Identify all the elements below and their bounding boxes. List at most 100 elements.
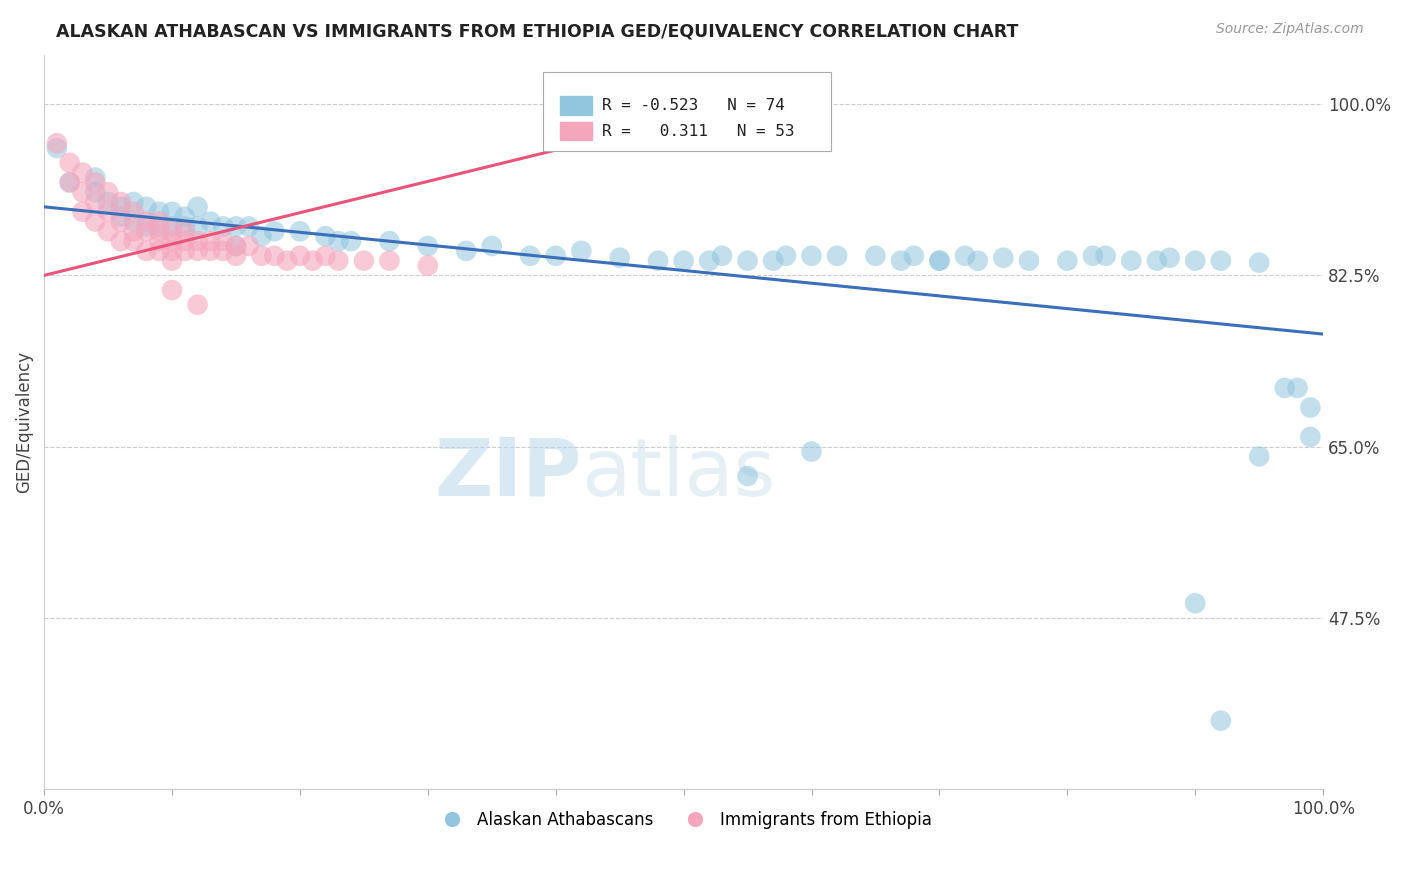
Point	[187, 219, 209, 234]
Point	[72, 185, 94, 199]
Point	[135, 244, 157, 258]
Point	[1146, 253, 1168, 268]
Point	[288, 249, 311, 263]
Point	[122, 204, 145, 219]
Point	[160, 244, 183, 258]
Point	[135, 200, 157, 214]
Point	[340, 234, 363, 248]
Point	[148, 224, 170, 238]
Point	[800, 444, 823, 458]
Point	[1249, 450, 1271, 464]
Point	[160, 204, 183, 219]
Point	[187, 244, 209, 258]
Point	[737, 253, 759, 268]
Point	[135, 224, 157, 238]
Point	[148, 219, 170, 234]
Point	[225, 249, 247, 263]
Point	[481, 239, 503, 253]
Point	[378, 253, 401, 268]
Point	[59, 156, 82, 170]
Point	[1209, 714, 1232, 728]
Point	[135, 214, 157, 228]
Point	[1159, 251, 1181, 265]
Point	[45, 141, 67, 155]
Y-axis label: GED/Equivalency: GED/Equivalency	[15, 351, 32, 493]
Point	[569, 244, 592, 258]
Point	[647, 253, 669, 268]
Point	[122, 214, 145, 228]
Point	[953, 249, 976, 263]
Point	[110, 210, 132, 224]
Point	[890, 253, 912, 268]
Point	[1299, 401, 1322, 415]
Point	[173, 224, 195, 238]
Point	[97, 185, 120, 199]
Point	[84, 175, 107, 189]
Point	[84, 214, 107, 228]
Point	[72, 204, 94, 219]
Point	[697, 253, 720, 268]
Point	[737, 469, 759, 483]
Point	[263, 249, 285, 263]
Point	[1056, 253, 1078, 268]
Point	[250, 249, 273, 263]
Point	[825, 249, 848, 263]
Point	[122, 194, 145, 209]
Point	[212, 234, 235, 248]
Point	[160, 219, 183, 234]
Point	[160, 283, 183, 297]
Point	[993, 251, 1015, 265]
Point	[328, 253, 350, 268]
Point	[672, 253, 695, 268]
Point	[1209, 253, 1232, 268]
Point	[416, 239, 439, 253]
FancyBboxPatch shape	[543, 72, 831, 151]
Point	[1121, 253, 1143, 268]
Point	[1184, 253, 1206, 268]
Point	[225, 239, 247, 253]
Point	[212, 219, 235, 234]
Text: atlas: atlas	[581, 434, 776, 513]
Point	[187, 200, 209, 214]
Point	[187, 234, 209, 248]
Point	[160, 224, 183, 238]
Bar	[560, 122, 592, 140]
Point	[110, 200, 132, 214]
Point	[353, 253, 375, 268]
Point	[378, 234, 401, 248]
Point	[122, 234, 145, 248]
Point	[200, 214, 222, 228]
Point	[1094, 249, 1116, 263]
Point	[1081, 249, 1104, 263]
Point	[59, 175, 82, 189]
Point	[97, 224, 120, 238]
Point	[160, 253, 183, 268]
Point	[966, 253, 988, 268]
Point	[1286, 381, 1309, 395]
Point	[200, 244, 222, 258]
Point	[225, 219, 247, 234]
Point	[84, 170, 107, 185]
Point	[800, 249, 823, 263]
Point	[315, 249, 337, 263]
Text: Source: ZipAtlas.com: Source: ZipAtlas.com	[1216, 22, 1364, 37]
Point	[456, 244, 478, 258]
Point	[148, 244, 170, 258]
Text: R =   0.311   N = 53: R = 0.311 N = 53	[602, 124, 794, 139]
Bar	[560, 96, 592, 115]
Point	[238, 219, 260, 234]
Point	[1299, 430, 1322, 444]
Point	[288, 224, 311, 238]
Point	[762, 253, 785, 268]
Point	[301, 253, 323, 268]
Point	[544, 249, 567, 263]
Point	[173, 244, 195, 258]
Point	[238, 239, 260, 253]
Point	[97, 204, 120, 219]
Point	[173, 219, 195, 234]
Point	[135, 219, 157, 234]
Text: ZIP: ZIP	[434, 434, 581, 513]
Point	[865, 249, 887, 263]
Point	[225, 239, 247, 253]
Point	[1249, 255, 1271, 269]
